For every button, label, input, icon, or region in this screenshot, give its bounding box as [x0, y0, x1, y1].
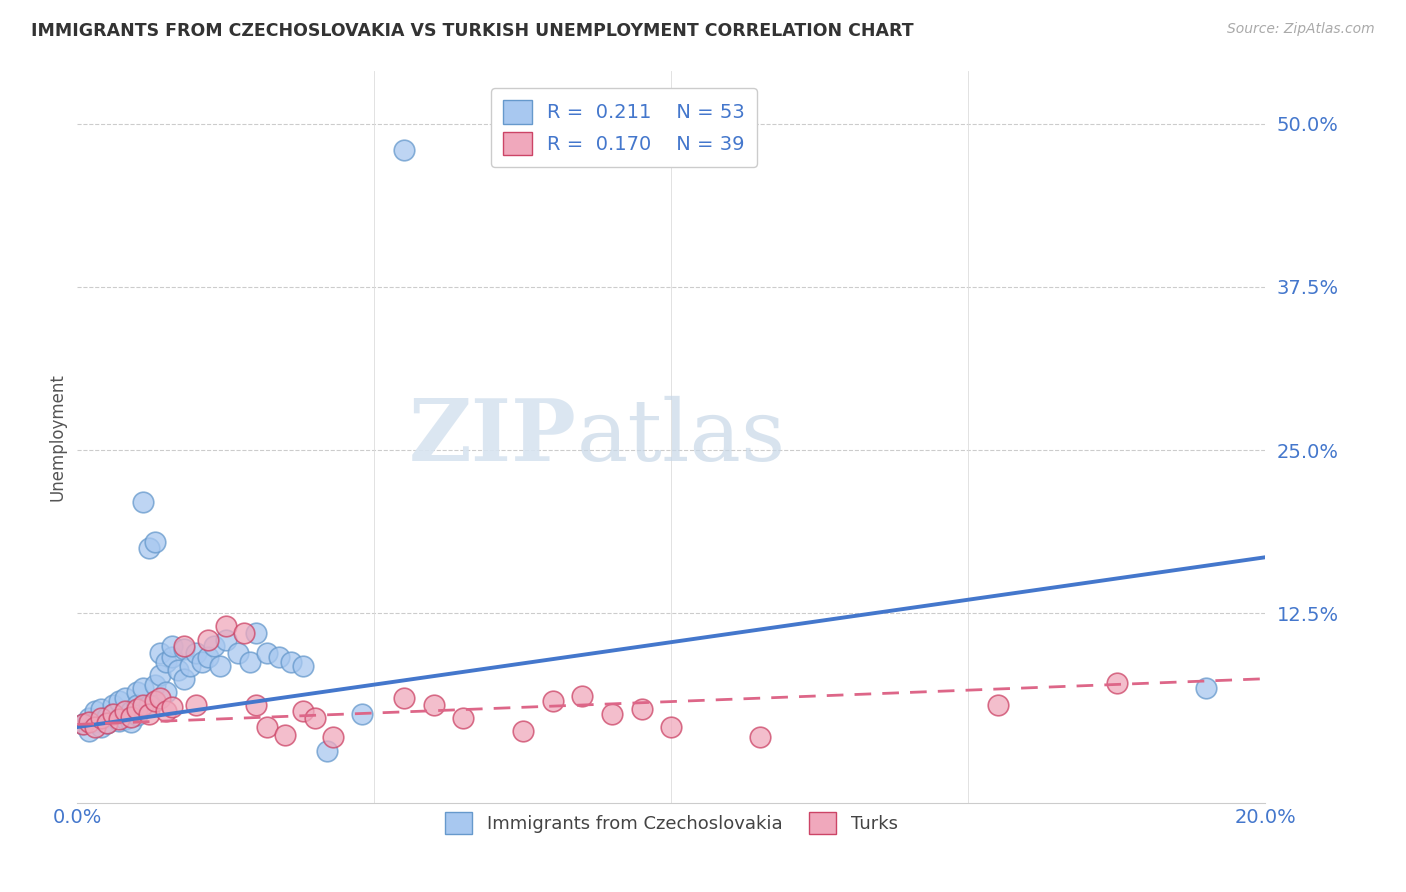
Point	[155, 655, 177, 669]
Point	[292, 705, 315, 719]
Point	[322, 731, 344, 745]
Point	[108, 694, 131, 708]
Point	[422, 698, 444, 712]
Point	[1105, 675, 1128, 690]
Point	[143, 694, 166, 708]
Point	[245, 626, 267, 640]
Point	[208, 658, 231, 673]
Point	[84, 714, 107, 729]
Point	[155, 705, 177, 719]
Point	[352, 706, 374, 721]
Point	[77, 723, 100, 738]
Point	[96, 716, 118, 731]
Point	[202, 639, 225, 653]
Point	[101, 706, 124, 721]
Point	[96, 716, 118, 731]
Point	[173, 672, 195, 686]
Point	[239, 655, 262, 669]
Point	[392, 143, 415, 157]
Point	[125, 702, 148, 716]
Point	[114, 705, 136, 719]
Point	[179, 658, 201, 673]
Point	[197, 649, 219, 664]
Point	[125, 685, 148, 699]
Point	[138, 698, 160, 712]
Point	[72, 717, 94, 731]
Point	[232, 626, 254, 640]
Point	[661, 720, 683, 734]
Point	[1195, 681, 1218, 695]
Text: IMMIGRANTS FROM CZECHOSLOVAKIA VS TURKISH UNEMPLOYMENT CORRELATION CHART: IMMIGRANTS FROM CZECHOSLOVAKIA VS TURKIS…	[31, 22, 914, 40]
Legend: Immigrants from Czechoslovakia, Turks: Immigrants from Czechoslovakia, Turks	[437, 805, 905, 841]
Point	[256, 646, 278, 660]
Point	[512, 723, 534, 738]
Point	[114, 712, 136, 726]
Point	[108, 714, 131, 728]
Point	[125, 708, 148, 723]
Point	[77, 714, 100, 729]
Point	[162, 649, 184, 664]
Point	[131, 495, 153, 509]
Y-axis label: Unemployment: Unemployment	[48, 373, 66, 501]
Point	[120, 714, 142, 729]
Point	[108, 712, 131, 726]
Point	[120, 709, 142, 723]
Point	[186, 698, 208, 712]
Point	[90, 702, 112, 716]
Point	[149, 667, 172, 682]
Point	[77, 711, 100, 725]
Point	[138, 706, 160, 721]
Point	[571, 689, 593, 703]
Point	[120, 705, 142, 719]
Point	[149, 691, 172, 706]
Point	[215, 619, 238, 633]
Text: ZIP: ZIP	[409, 395, 576, 479]
Point	[453, 711, 475, 725]
Point	[162, 639, 184, 653]
Point	[269, 649, 291, 664]
Point	[155, 685, 177, 699]
Point	[138, 541, 160, 555]
Point	[600, 706, 623, 721]
Point	[541, 694, 564, 708]
Point	[90, 720, 112, 734]
Point	[173, 641, 195, 656]
Point	[191, 655, 214, 669]
Point	[280, 655, 302, 669]
Point	[245, 698, 267, 712]
Point	[101, 698, 124, 712]
Point	[72, 717, 94, 731]
Point	[125, 698, 148, 712]
Point	[173, 639, 195, 653]
Point	[90, 711, 112, 725]
Point	[186, 646, 208, 660]
Point	[101, 706, 124, 721]
Point	[96, 709, 118, 723]
Point	[143, 678, 166, 692]
Point	[167, 663, 190, 677]
Point	[84, 720, 107, 734]
Text: Source: ZipAtlas.com: Source: ZipAtlas.com	[1227, 22, 1375, 37]
Text: atlas: atlas	[576, 395, 786, 479]
Point	[84, 705, 107, 719]
Point	[304, 711, 326, 725]
Point	[114, 691, 136, 706]
Point	[143, 534, 166, 549]
Point	[292, 658, 315, 673]
Point	[256, 720, 278, 734]
Point	[630, 702, 652, 716]
Point	[226, 646, 249, 660]
Point	[197, 632, 219, 647]
Point	[162, 700, 184, 714]
Point	[274, 728, 297, 742]
Point	[131, 681, 153, 695]
Point	[392, 691, 415, 706]
Point	[149, 646, 172, 660]
Point	[749, 731, 772, 745]
Point	[987, 698, 1010, 712]
Point	[215, 632, 238, 647]
Point	[315, 743, 337, 757]
Point	[131, 698, 153, 712]
